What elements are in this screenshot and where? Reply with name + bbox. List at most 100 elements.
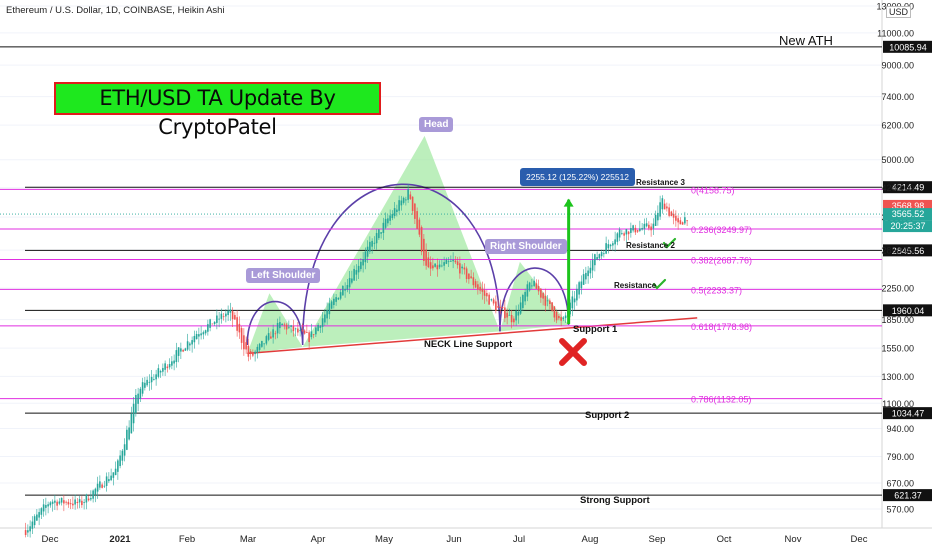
- candle-body: [85, 494, 88, 503]
- candle-body: [222, 316, 225, 318]
- candle-body: [153, 379, 155, 380]
- candle-body: [319, 325, 322, 328]
- candle-body: [108, 479, 110, 482]
- candle-body: [54, 500, 56, 503]
- candle-body: [600, 252, 603, 257]
- candles: [24, 184, 688, 538]
- level-badge: [883, 40, 932, 53]
- candle-body: [297, 328, 299, 333]
- candle-body: [182, 349, 184, 352]
- candle-body: [157, 368, 160, 377]
- candle-body: [564, 315, 567, 319]
- candle-body: [537, 286, 540, 292]
- candle-body: [335, 297, 337, 302]
- candle-body: [141, 382, 144, 394]
- candle-body: [663, 203, 666, 210]
- candle-body: [661, 198, 664, 210]
- candle-body: [83, 502, 85, 503]
- support2-label: Support 2: [585, 410, 630, 421]
- candle-body: [164, 363, 166, 370]
- candle-body: [425, 249, 427, 266]
- candle-body: [173, 360, 175, 364]
- candle-body: [186, 341, 189, 350]
- new-ath-label: New ATH: [779, 33, 833, 48]
- candle-body: [400, 200, 403, 206]
- candle-body: [155, 374, 157, 380]
- candle-body: [441, 265, 443, 267]
- x-tick-label: May: [375, 534, 393, 545]
- candle-body: [598, 254, 601, 259]
- candle-body: [447, 261, 450, 263]
- candle-body: [645, 223, 648, 227]
- candle-body: [504, 307, 506, 319]
- candle-body: [135, 394, 137, 414]
- candle-body: [445, 259, 448, 264]
- cross-icon: [559, 338, 587, 366]
- candle-body: [387, 218, 389, 224]
- candle-body: [213, 321, 216, 324]
- candle-body: [515, 310, 517, 321]
- candle-body: [411, 196, 414, 211]
- candle-body: [29, 526, 31, 532]
- candle-body: [112, 472, 115, 478]
- level-badge-label: 10085.94: [889, 42, 927, 52]
- level-badge: [883, 489, 932, 502]
- level-badge: [883, 304, 932, 317]
- candle-body: [270, 336, 272, 339]
- candle-body: [434, 263, 436, 267]
- candle-body: [407, 189, 409, 200]
- candle-body: [274, 333, 277, 335]
- candle-body: [650, 226, 652, 231]
- candle-body: [175, 350, 178, 363]
- candle-body: [315, 327, 317, 335]
- candle-body: [63, 500, 65, 504]
- candle-body: [659, 202, 661, 217]
- candle-body: [497, 306, 499, 308]
- candle-body: [371, 240, 373, 247]
- candle-body: [211, 323, 214, 325]
- head-shade: [302, 135, 500, 348]
- candle-body: [364, 251, 367, 263]
- y-tick-label: 9000.00: [881, 61, 914, 71]
- candle-body: [438, 264, 441, 268]
- resistance-label: Resistance: [614, 281, 657, 290]
- candle-body: [195, 334, 198, 340]
- candle-body: [675, 215, 677, 221]
- neck-line-label: NECK Line Support: [424, 339, 513, 350]
- candle-body: [528, 282, 531, 291]
- candle-body: [99, 481, 101, 488]
- candle-body: [643, 223, 646, 229]
- candle-body: [477, 284, 479, 290]
- candle-body: [549, 300, 551, 305]
- candle-body: [24, 530, 27, 535]
- candle-body: [513, 318, 515, 323]
- candle-body: [461, 266, 463, 269]
- candle-body: [389, 215, 391, 221]
- measure-box: 2255.12 (125.22%) 225512: [520, 168, 636, 186]
- candle-body: [90, 498, 92, 500]
- candle-body: [38, 512, 40, 518]
- candle-body: [603, 253, 605, 255]
- candle-body: [632, 225, 634, 231]
- candle-body: [258, 343, 261, 350]
- fib-label: 0.5(2233.37): [691, 285, 742, 295]
- resistance2-label: Resistance 2: [626, 241, 675, 250]
- candle-body: [216, 315, 218, 323]
- candle-body: [612, 243, 614, 246]
- chart-header: Ethereum / U.S. Dollar, 1D, COINBASE, He…: [6, 5, 225, 16]
- candle-body: [166, 366, 169, 369]
- x-tick-label: Jul: [513, 534, 525, 545]
- candle-body: [36, 514, 38, 521]
- x-tick-label: Dec: [42, 534, 59, 545]
- currency-badge[interactable]: USD: [886, 6, 912, 18]
- candle-body: [573, 298, 576, 303]
- candle-body: [524, 291, 526, 302]
- candle-body: [312, 334, 315, 336]
- candle-body: [148, 381, 151, 383]
- candle-body: [375, 233, 378, 244]
- candle-body: [101, 484, 103, 488]
- candle-body: [517, 311, 520, 316]
- candle-body: [261, 340, 263, 347]
- head-shoulders-pattern: [246, 135, 698, 355]
